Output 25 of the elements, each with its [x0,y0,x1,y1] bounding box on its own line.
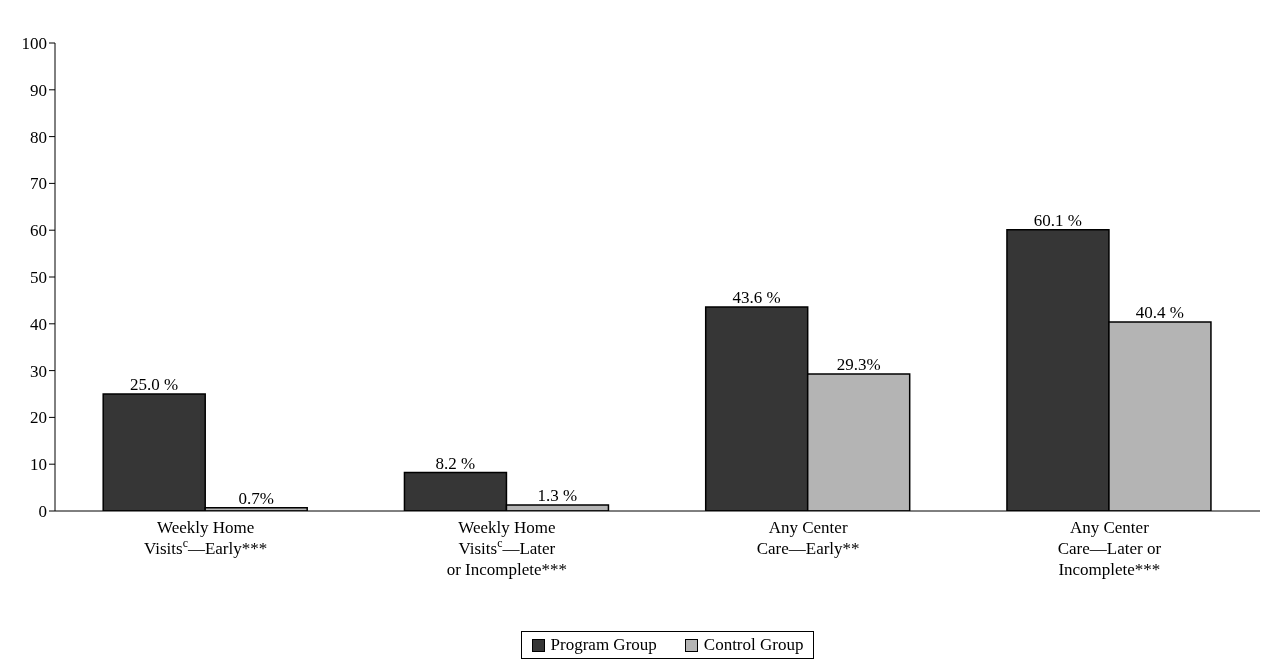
data-label: 40.4 % [1135,302,1185,322]
data-label: 43.6 % [732,287,781,307]
y-tick-label: 10 [30,455,47,475]
y-tick-label: 100 [21,34,47,54]
y-tick-label: 90 [30,80,47,100]
data-label: 1.3 % [537,485,578,505]
legend-label: Program Group [549,635,657,655]
data-label: 8.2 % [435,453,476,473]
y-tick-label: 0 [38,502,47,522]
y-tick-label: 50 [30,268,47,288]
y-tick-label: 40 [30,314,47,334]
x-tick-label: Weekly Home Visits$^{c}$—Later or Incomplete*** [446,518,568,579]
y-tick-label: 20 [30,408,47,428]
x-tick-label: Weekly Home Visits$^{c}$—Early*** [143,518,268,558]
data-label: 60.1 % [1033,210,1083,230]
y-tick-label: 70 [30,174,47,194]
data-label: 0.7% [238,488,274,508]
x-tick-label: Any Center Care—Early** [756,518,860,558]
y-tick-label: 80 [30,127,47,147]
x-tick-label: Any Center Care—Later or Incomplete*** [1057,518,1162,579]
data-label: 29.3% [836,354,881,374]
y-tick-label: 60 [30,221,47,241]
legend-label: Control Group [702,635,804,655]
data-label: 25.0 % [130,375,179,394]
y-tick-label: 30 [30,361,47,381]
